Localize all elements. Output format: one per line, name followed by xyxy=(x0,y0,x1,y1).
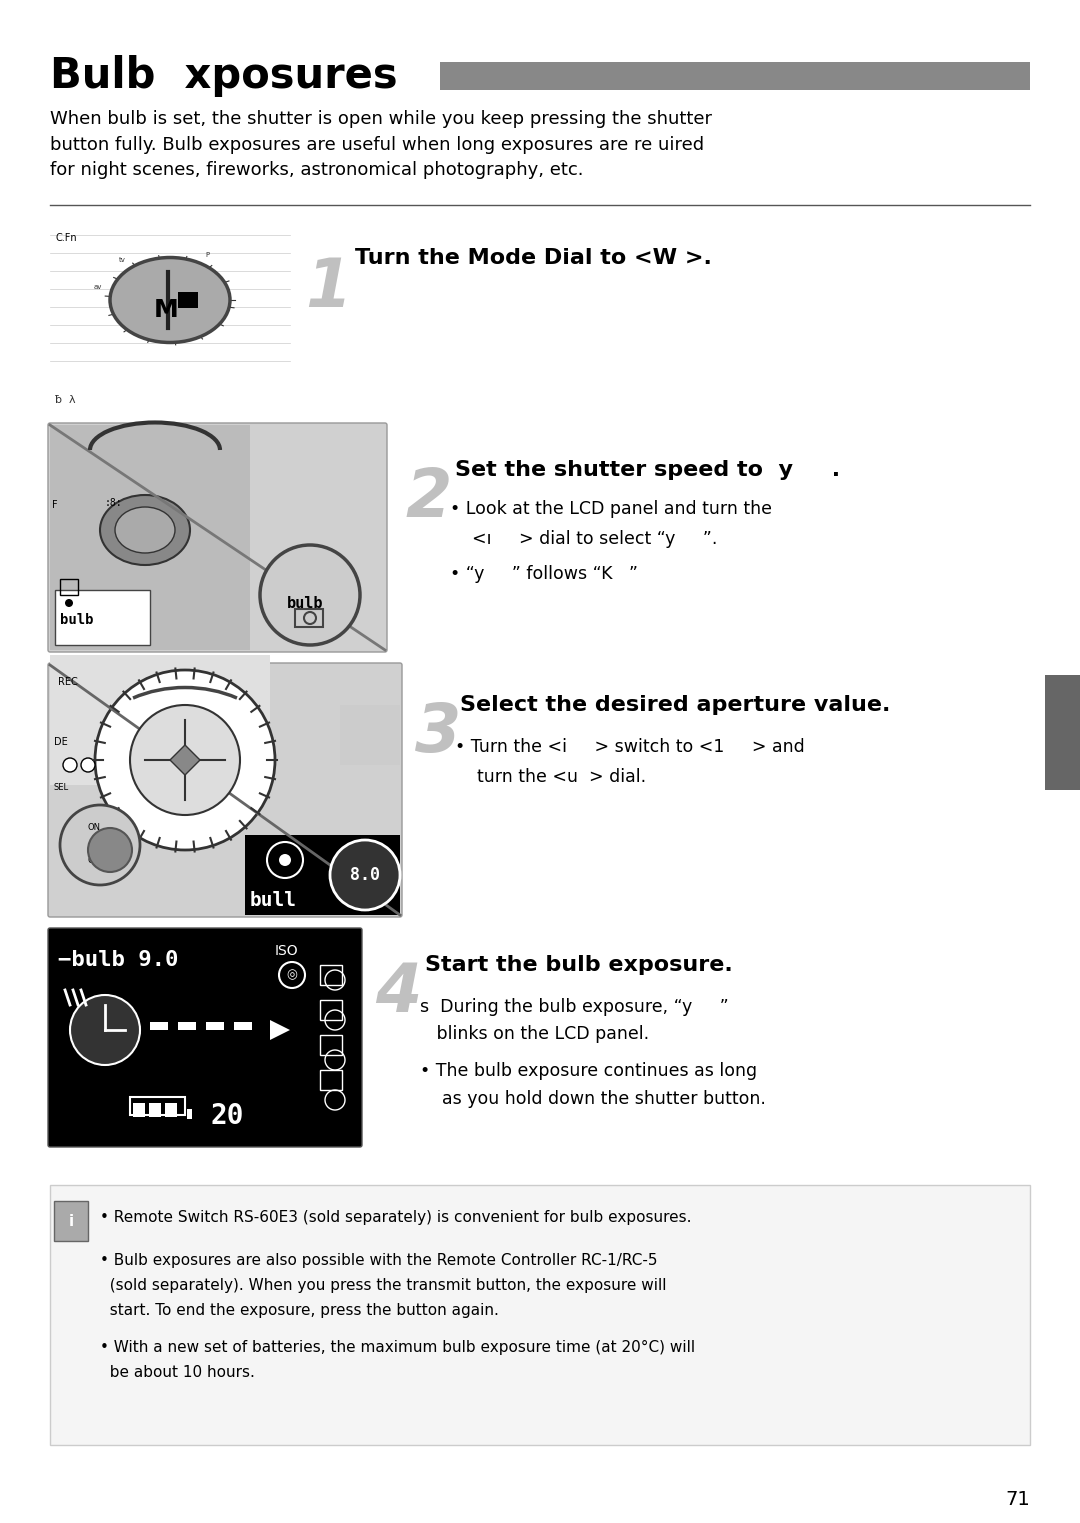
Text: −bulb 9.0: −bulb 9.0 xyxy=(58,950,178,970)
Circle shape xyxy=(70,995,140,1065)
Text: be about 10 hours.: be about 10 hours. xyxy=(100,1365,255,1380)
Polygon shape xyxy=(270,1020,291,1040)
Bar xyxy=(165,1103,177,1116)
Text: <ı     > dial to select “y     ”.: <ı > dial to select “y ”. xyxy=(450,530,717,548)
Circle shape xyxy=(130,705,240,815)
Circle shape xyxy=(63,758,77,772)
Text: ◎: ◎ xyxy=(286,969,297,981)
Text: • The bulb exposure continues as long: • The bulb exposure continues as long xyxy=(420,1062,757,1080)
Bar xyxy=(206,1022,224,1030)
Bar xyxy=(234,1022,252,1030)
Text: 2: 2 xyxy=(405,465,451,532)
Text: 8.0: 8.0 xyxy=(350,867,380,883)
Text: ON: ON xyxy=(87,822,102,832)
Text: blinks on the LCD panel.: blinks on the LCD panel. xyxy=(420,1025,649,1043)
Bar xyxy=(150,1022,168,1030)
Bar xyxy=(340,705,400,765)
Text: SEL: SEL xyxy=(54,783,69,792)
Text: 3: 3 xyxy=(415,701,461,766)
Text: bulb: bulb xyxy=(60,612,94,627)
Circle shape xyxy=(87,829,132,873)
Circle shape xyxy=(279,854,291,867)
Text: ◎: ◎ xyxy=(411,864,422,877)
Text: start. To end the exposure, press the button again.: start. To end the exposure, press the bu… xyxy=(100,1304,499,1317)
Text: • With a new set of batteries, the maximum bulb exposure time (at 20°C) will: • With a new set of batteries, the maxim… xyxy=(100,1340,696,1355)
Text: av: av xyxy=(93,283,102,289)
Text: 1: 1 xyxy=(305,254,351,321)
Circle shape xyxy=(60,806,140,885)
Text: i: i xyxy=(68,1214,73,1229)
FancyBboxPatch shape xyxy=(54,1202,87,1241)
Text: OFF: OFF xyxy=(87,856,105,865)
Text: P: P xyxy=(205,251,210,257)
Text: ƀ  λ: ƀ λ xyxy=(55,394,76,405)
Bar xyxy=(295,609,323,627)
Text: 4: 4 xyxy=(375,959,421,1027)
Text: turn the <u  > dial.: turn the <u > dial. xyxy=(455,768,646,786)
Bar xyxy=(149,1103,161,1116)
Text: s  During the bulb exposure, “y     ”: s During the bulb exposure, “y ” xyxy=(420,998,729,1016)
Text: DE: DE xyxy=(54,737,68,746)
Text: Set the shutter speed to  y     .: Set the shutter speed to y . xyxy=(455,460,840,480)
Text: ISO: ISO xyxy=(405,892,429,908)
Bar xyxy=(55,589,150,646)
Text: F: F xyxy=(52,500,57,510)
Text: • “y     ” follows “K   ”: • “y ” follows “K ” xyxy=(450,565,638,583)
Bar xyxy=(130,1097,185,1115)
Text: C.Fn: C.Fn xyxy=(55,233,77,244)
Text: 71: 71 xyxy=(1005,1489,1030,1509)
Text: bulb: bulb xyxy=(287,595,323,611)
Ellipse shape xyxy=(110,257,230,343)
Circle shape xyxy=(65,599,73,608)
Text: Select the desired aperture value.: Select the desired aperture value. xyxy=(460,694,890,714)
Bar xyxy=(320,1001,342,1020)
Bar xyxy=(133,1103,145,1116)
FancyBboxPatch shape xyxy=(48,423,387,652)
Bar xyxy=(320,1036,342,1055)
Text: 20: 20 xyxy=(210,1103,243,1130)
Polygon shape xyxy=(170,745,200,775)
Bar xyxy=(187,1109,192,1119)
Ellipse shape xyxy=(114,507,175,553)
Text: When bulb is set, the shutter is open while you keep pressing the shutter
button: When bulb is set, the shutter is open wh… xyxy=(50,110,712,180)
Text: :8:: :8: xyxy=(105,498,123,509)
Text: M: M xyxy=(154,299,179,321)
Ellipse shape xyxy=(100,495,190,565)
Bar xyxy=(178,292,198,308)
Circle shape xyxy=(95,670,275,850)
Text: as you hold down the shutter button.: as you hold down the shutter button. xyxy=(420,1090,766,1109)
Bar xyxy=(1045,675,1080,790)
Text: • Look at the LCD panel and turn the: • Look at the LCD panel and turn the xyxy=(450,500,772,518)
Text: ♪: ♪ xyxy=(409,845,417,854)
Circle shape xyxy=(260,545,360,646)
Text: REC: REC xyxy=(58,678,78,687)
FancyBboxPatch shape xyxy=(50,1185,1030,1445)
Bar xyxy=(178,1022,195,1030)
Bar xyxy=(50,655,270,784)
Text: • Turn the <i     > switch to <1     > and: • Turn the <i > switch to <1 > and xyxy=(455,739,805,755)
Text: (sold separately). When you press the transmit button, the exposure will: (sold separately). When you press the tr… xyxy=(100,1278,666,1293)
Circle shape xyxy=(81,758,95,772)
Text: • Remote Switch RS-60E3 (sold separately) is convenient for bulb exposures.: • Remote Switch RS-60E3 (sold separately… xyxy=(100,1209,691,1224)
FancyBboxPatch shape xyxy=(48,663,402,917)
Text: tv: tv xyxy=(119,257,125,263)
Bar xyxy=(440,62,1030,90)
Text: • Bulb exposures are also possible with the Remote Controller RC-1/RC-5: • Bulb exposures are also possible with … xyxy=(100,1253,658,1269)
Bar xyxy=(245,835,400,915)
Bar xyxy=(320,1071,342,1090)
Bar xyxy=(50,215,291,414)
Bar xyxy=(320,966,342,985)
Text: bull: bull xyxy=(249,891,297,909)
Text: Turn the Mode Dial to <W >.: Turn the Mode Dial to <W >. xyxy=(355,248,712,268)
Bar xyxy=(50,425,249,650)
Text: ISO: ISO xyxy=(275,944,299,958)
Text: Bulb  xposures: Bulb xposures xyxy=(50,55,397,97)
FancyBboxPatch shape xyxy=(48,928,362,1147)
Bar xyxy=(60,579,78,595)
Text: Start the bulb exposure.: Start the bulb exposure. xyxy=(426,955,732,975)
Circle shape xyxy=(330,841,400,911)
